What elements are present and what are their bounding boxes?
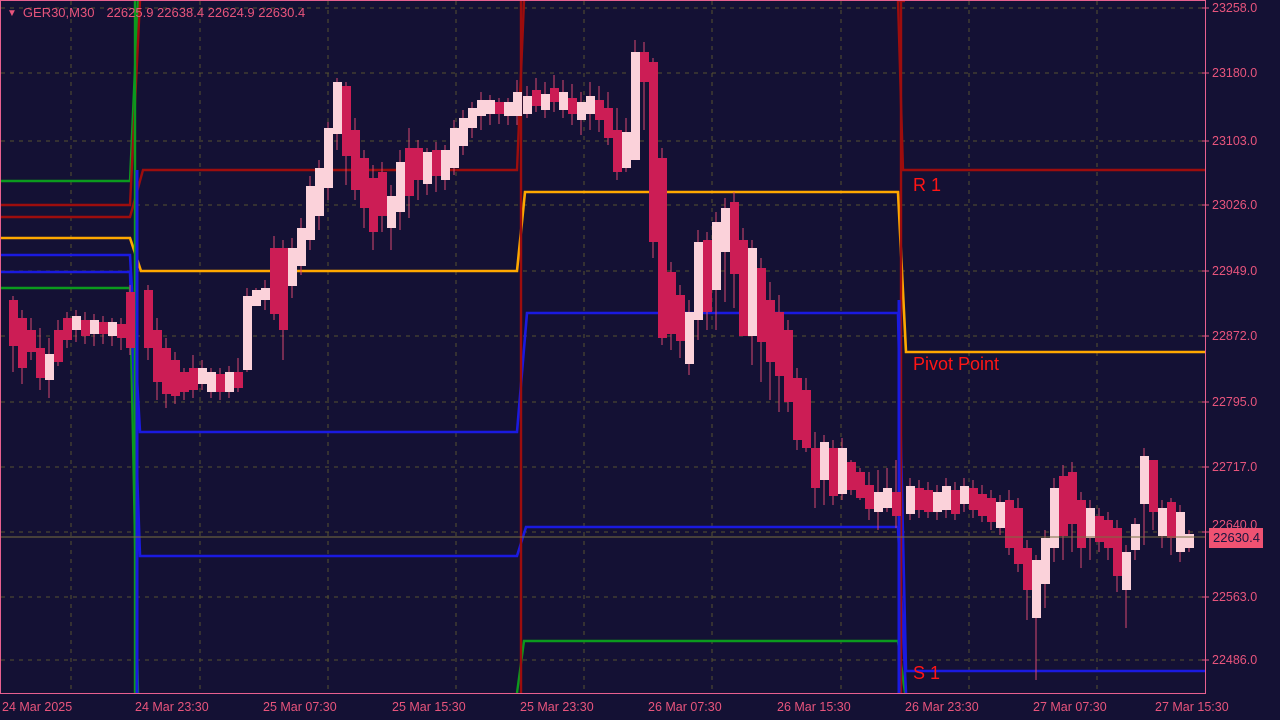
ohlc-values-label: 22625.9 22638.4 22624.9 22630.4 [106, 5, 306, 20]
pivot-label-r1: R 1 [913, 175, 942, 195]
time-axis-label: 26 Mar 07:30 [648, 700, 722, 714]
time-axis-label: 24 Mar 23:30 [135, 700, 209, 714]
time-axis-label: 25 Mar 23:30 [520, 700, 594, 714]
candlestick-series [9, 40, 1194, 680]
price-axis-label: 22563.0 [1212, 590, 1258, 604]
current-price-badge: 22630.4 [1209, 528, 1263, 548]
triangle-down-icon[interactable]: ▼ [7, 8, 17, 19]
time-axis-label: 27 Mar 07:30 [1033, 700, 1107, 714]
chart-header: ▼ GER30,M30 22625.9 22638.4 22624.9 2263… [7, 5, 305, 20]
price-axis-label: 22872.0 [1212, 329, 1258, 343]
price-axis-label: 22949.0 [1212, 264, 1258, 278]
price-axis-label: 22717.0 [1212, 460, 1258, 474]
time-axis-label: 26 Mar 15:30 [777, 700, 851, 714]
symbol-timeframe-label: GER30,M30 [22, 5, 95, 20]
price-axis-label: 22795.0 [1212, 395, 1258, 409]
price-axis-label: 22486.0 [1212, 653, 1258, 667]
price-axis-label: 23258.0 [1212, 1, 1258, 15]
time-axis-label: 25 Mar 07:30 [263, 700, 337, 714]
pivot-label-pivot: Pivot Point [913, 354, 1000, 374]
price-axis-label: 23103.0 [1212, 134, 1258, 148]
time-axis-label: 24 Mar 2025 [2, 700, 73, 714]
time-axis-label: 26 Mar 23:30 [905, 700, 979, 714]
pivot-label-s1: S 1 [913, 663, 941, 683]
price-axis-label: 23180.0 [1212, 66, 1258, 80]
time-axis-label: 25 Mar 15:30 [392, 700, 466, 714]
price-axis-label: 23026.0 [1212, 198, 1258, 212]
pivot-line-r2 [1, 1, 905, 207]
time-axis-label: 27 Mar 15:30 [1155, 700, 1229, 714]
vertical-gridlines [70, 1, 1098, 693]
